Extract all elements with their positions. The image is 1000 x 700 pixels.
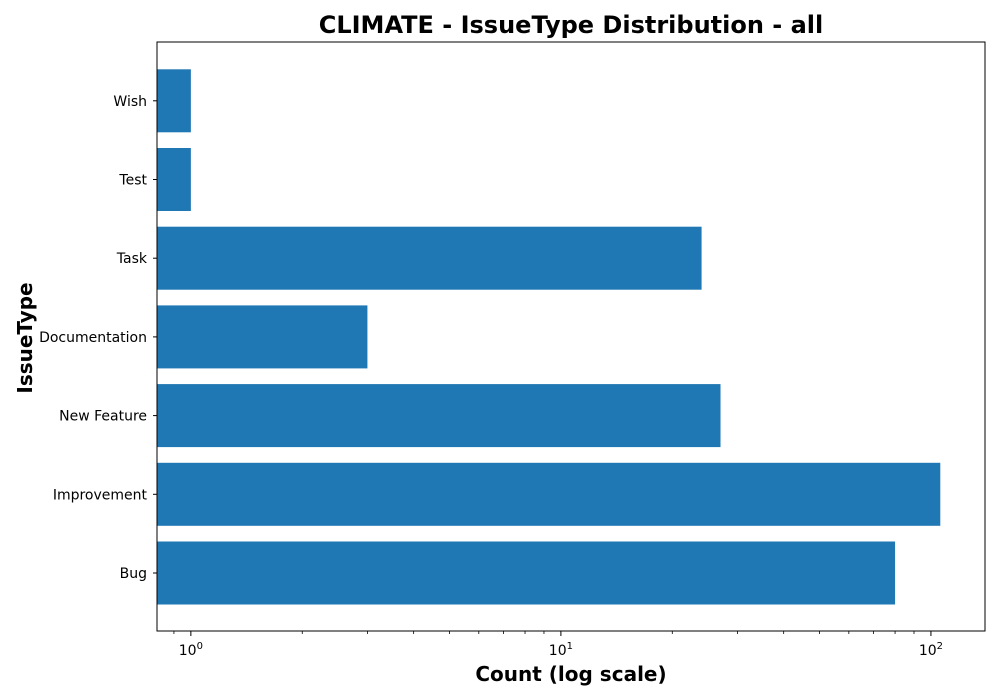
bars-group: [157, 69, 941, 605]
bar-task: [157, 226, 702, 290]
plot-frame: [156, 41, 986, 632]
y-tick-label: Test: [118, 173, 147, 189]
bar-wish: [157, 69, 191, 133]
y-axis-ticks: Bug Improvement New Feature Documentation Ta…: [39, 94, 157, 582]
x-axis-ticks: 100 101 102: [173, 631, 943, 659]
y-axis-label: IssueType: [13, 282, 37, 393]
x-tick-label: 102: [919, 641, 943, 659]
y-tick-label: Task: [116, 251, 148, 267]
x-tick-label: 100: [179, 641, 203, 659]
bar-bug: [157, 541, 896, 605]
bar-new-feature: [157, 384, 721, 448]
y-tick-label: Bug: [120, 566, 147, 582]
x-tick-label: 101: [549, 641, 573, 659]
bar-improvement: [157, 462, 941, 526]
bar-test: [157, 148, 191, 211]
y-tick-label: Documentation: [39, 330, 147, 346]
y-tick-label: Wish: [113, 94, 147, 110]
x-axis-label: Count (log scale): [475, 662, 666, 686]
y-tick-label: Improvement: [53, 487, 148, 503]
bar-documentation: [157, 305, 368, 369]
chart-title: CLIMATE - IssueType Distribution - all: [319, 11, 824, 39]
y-tick-label: New Feature: [59, 409, 147, 425]
